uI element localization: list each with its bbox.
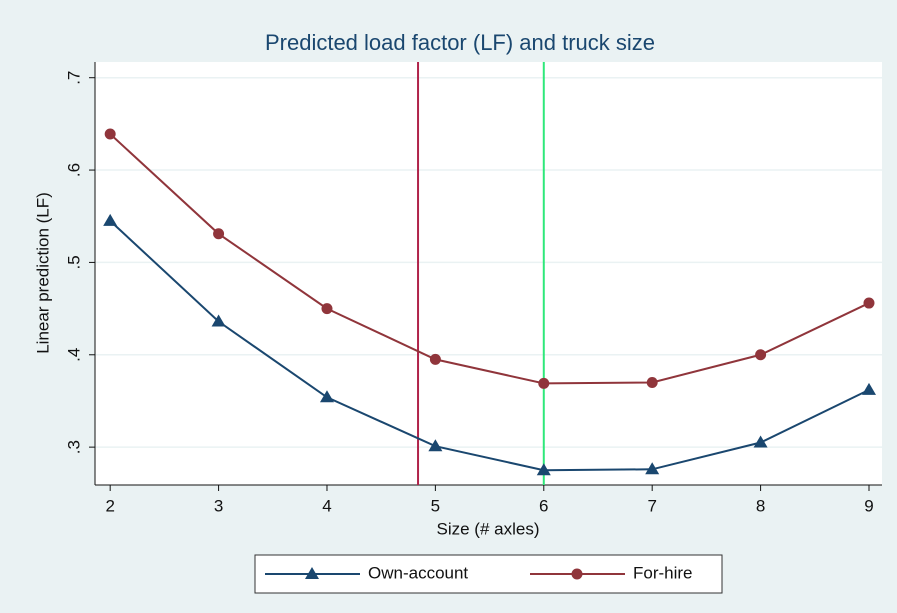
chart-title: Predicted load factor (LF) and truck siz…: [265, 30, 655, 55]
series-line: [109, 220, 870, 472]
marker: [645, 462, 660, 475]
x-tick-label: 8: [756, 496, 765, 515]
legend-marker: [305, 567, 319, 579]
marker: [861, 382, 876, 395]
marker: [319, 390, 334, 403]
legend-label: For-hire: [633, 563, 693, 582]
x-tick-label: 5: [431, 496, 440, 515]
y-axis-label: Linear prediction (LF): [33, 192, 52, 354]
y-tick-label: .7: [64, 71, 83, 85]
x-tick-label: 7: [647, 496, 656, 515]
marker: [753, 435, 768, 448]
y-tick-label: .3: [64, 440, 83, 454]
marker: [755, 349, 767, 361]
x-tick-label: 2: [105, 496, 114, 515]
marker: [428, 439, 443, 452]
marker: [646, 376, 658, 388]
marker: [211, 314, 226, 327]
plot-area: [95, 62, 882, 485]
marker: [213, 228, 225, 240]
marker: [321, 303, 333, 315]
marker: [103, 213, 118, 226]
x-tick-label: 3: [214, 496, 223, 515]
marker: [104, 128, 116, 140]
x-axis-label: Size (# axles): [437, 519, 540, 538]
y-tick-label: .4: [64, 348, 83, 362]
x-tick-label: 9: [864, 496, 873, 515]
marker: [429, 353, 441, 365]
legend-marker: [571, 568, 583, 580]
x-tick-label: 4: [322, 496, 331, 515]
series-line: [109, 133, 870, 385]
y-tick-label: .6: [64, 163, 83, 177]
x-tick-label: 6: [539, 496, 548, 515]
marker: [538, 377, 550, 389]
marker: [863, 297, 875, 309]
marker: [536, 463, 551, 476]
y-tick-label: .5: [64, 255, 83, 269]
legend-label: Own-account: [368, 563, 468, 582]
